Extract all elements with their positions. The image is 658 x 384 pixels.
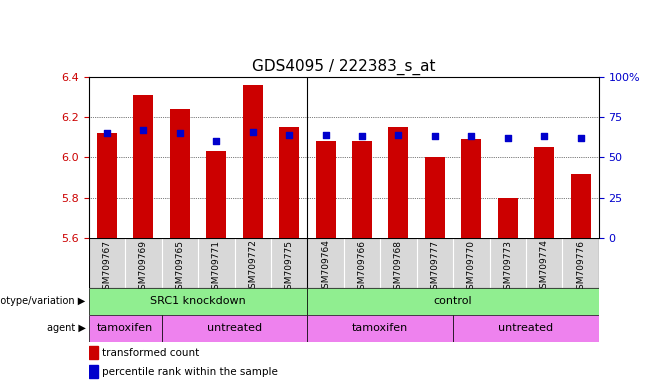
Text: GSM709777: GSM709777	[430, 240, 440, 295]
Bar	[352, 141, 372, 238]
Text: GSM709770: GSM709770	[467, 240, 476, 295]
Text: GSM709775: GSM709775	[285, 240, 293, 295]
Bar	[89, 365, 98, 378]
Bar	[388, 127, 409, 238]
Text: GSM709764: GSM709764	[321, 240, 330, 295]
Text: GSM709771: GSM709771	[212, 240, 221, 295]
Text: GSM709769: GSM709769	[139, 240, 148, 295]
Point	[284, 132, 294, 138]
Text: transformed count: transformed count	[101, 348, 199, 358]
Point	[357, 133, 367, 139]
Text: GSM709767: GSM709767	[103, 240, 112, 295]
Bar	[170, 109, 190, 238]
Bar	[89, 346, 98, 359]
Text: tamoxifen: tamoxifen	[97, 323, 153, 333]
Text: GSM709768: GSM709768	[394, 240, 403, 295]
FancyBboxPatch shape	[307, 288, 599, 315]
Point	[247, 129, 258, 135]
FancyBboxPatch shape	[453, 315, 599, 342]
Text: percentile rank within the sample: percentile rank within the sample	[101, 367, 278, 377]
Text: untreated: untreated	[207, 323, 262, 333]
Text: tamoxifen: tamoxifen	[352, 323, 409, 333]
Point	[393, 132, 404, 138]
FancyBboxPatch shape	[89, 288, 307, 315]
Bar	[207, 151, 226, 238]
FancyBboxPatch shape	[162, 315, 307, 342]
Point	[320, 132, 331, 138]
Text: GSM709776: GSM709776	[576, 240, 585, 295]
Title: GDS4095 / 222383_s_at: GDS4095 / 222383_s_at	[252, 59, 436, 75]
Text: GSM709772: GSM709772	[248, 240, 257, 295]
Bar	[534, 147, 554, 238]
Bar	[279, 127, 299, 238]
FancyBboxPatch shape	[89, 315, 162, 342]
Bar	[461, 139, 481, 238]
Text: GSM709765: GSM709765	[176, 240, 184, 295]
Point	[503, 135, 513, 141]
Text: GSM709773: GSM709773	[503, 240, 512, 295]
Point	[575, 135, 586, 141]
Point	[102, 130, 113, 136]
Bar	[97, 133, 117, 238]
Point	[539, 133, 549, 139]
Text: GSM709774: GSM709774	[540, 240, 549, 295]
Bar	[570, 174, 591, 238]
Bar	[425, 157, 445, 238]
Text: untreated: untreated	[498, 323, 553, 333]
FancyBboxPatch shape	[307, 315, 453, 342]
Bar	[316, 141, 336, 238]
Text: agent ▶: agent ▶	[47, 323, 86, 333]
Text: SRC1 knockdown: SRC1 knockdown	[150, 296, 246, 306]
Bar	[134, 95, 153, 238]
Point	[466, 133, 476, 139]
Text: control: control	[434, 296, 472, 306]
Bar	[243, 85, 263, 238]
Bar	[497, 198, 518, 238]
Point	[211, 138, 222, 144]
Text: genotype/variation ▶: genotype/variation ▶	[0, 296, 86, 306]
Point	[138, 127, 149, 133]
Point	[430, 133, 440, 139]
Text: GSM709766: GSM709766	[357, 240, 367, 295]
Point	[174, 130, 185, 136]
